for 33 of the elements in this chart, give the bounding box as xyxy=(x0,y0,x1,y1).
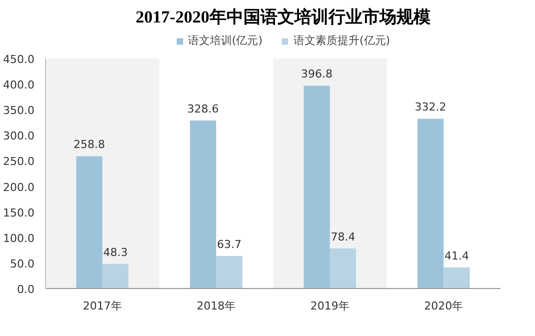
bar xyxy=(190,120,216,288)
bar xyxy=(330,248,356,288)
bar xyxy=(216,256,242,288)
data-label: 258.8 xyxy=(74,138,106,152)
y-tick-label: 350.0 xyxy=(3,104,35,118)
chart-title: 2017-2020年中国语文培训行业市场规模 xyxy=(136,8,430,26)
bar xyxy=(417,118,444,288)
bar xyxy=(444,267,470,288)
data-label: 328.6 xyxy=(187,102,219,116)
legend-label: 语文培训(亿元) xyxy=(188,33,262,48)
bar xyxy=(304,86,330,288)
bar xyxy=(102,264,129,288)
x-tick-label: 2020年 xyxy=(424,300,464,312)
data-label: 63.7 xyxy=(216,238,242,251)
data-label: 396.8 xyxy=(301,68,333,81)
x-tick-label: 2019年 xyxy=(310,300,350,312)
y-tick-label: 150.0 xyxy=(3,206,35,220)
y-tick-label: 100.0 xyxy=(3,232,35,245)
y-tick-label: 450.0 xyxy=(3,53,35,66)
data-label: 41.4 xyxy=(444,249,469,262)
x-tick-label: 2018年 xyxy=(196,300,236,312)
data-label: 48.3 xyxy=(103,246,128,259)
legend-label: 语文素质提升(亿元) xyxy=(294,33,390,48)
data-label: 78.4 xyxy=(330,230,356,244)
y-tick-label: 50.0 xyxy=(10,257,35,270)
data-label: 332.2 xyxy=(414,100,446,114)
bar xyxy=(76,156,102,288)
y-tick-label: 250.0 xyxy=(3,155,35,168)
x-tick-label: 2017年 xyxy=(82,300,122,312)
y-tick-label: 0.0 xyxy=(17,283,35,296)
y-tick-label: 300.0 xyxy=(3,130,35,143)
y-tick-label: 200.0 xyxy=(3,180,35,194)
y-tick-label: 400.0 xyxy=(3,78,35,92)
